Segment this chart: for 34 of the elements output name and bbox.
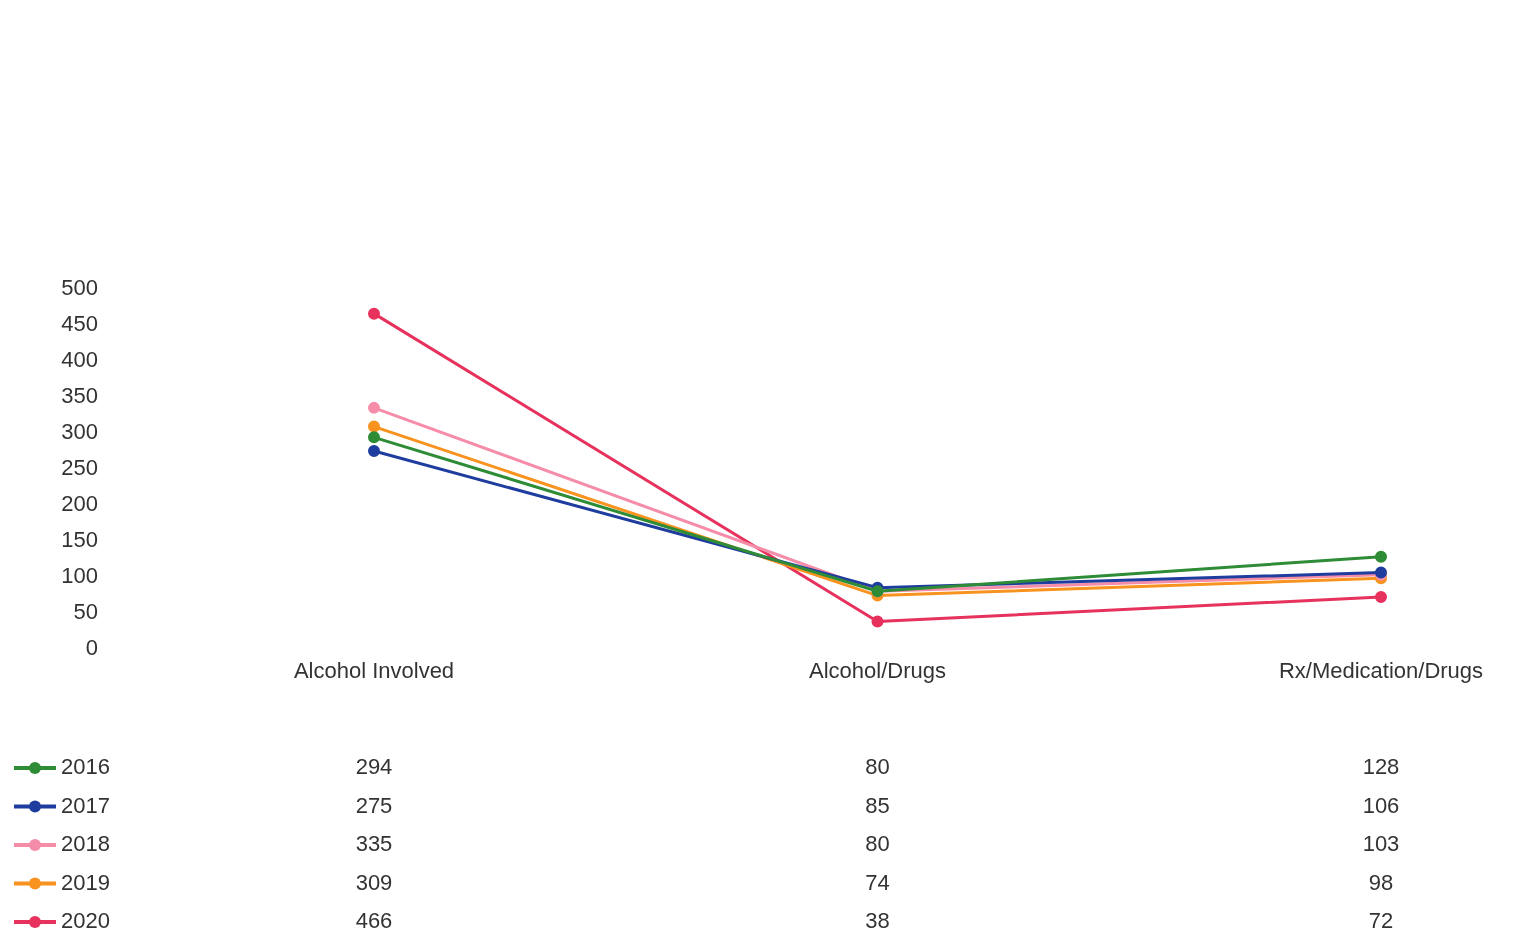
- data-label: 103: [1362, 831, 1400, 857]
- data-label: 309: [355, 869, 393, 895]
- y-tick-label: 400: [61, 347, 98, 373]
- data-label: 85: [865, 792, 890, 818]
- data-label: 72: [1368, 908, 1394, 934]
- data-label: 80: [865, 754, 890, 780]
- legend-label: 2016: [61, 754, 110, 780]
- data-label: 38: [865, 908, 890, 934]
- legend-label: 2020: [61, 908, 110, 934]
- data-label: 466: [355, 908, 393, 934]
- data-label: 335: [355, 831, 393, 857]
- x-tick-label: Alcohol Involved: [293, 658, 455, 684]
- data-label: 98: [1368, 869, 1394, 895]
- data-label: 275: [355, 792, 393, 818]
- y-tick-label: 200: [61, 491, 98, 517]
- legend-label: 2017: [61, 792, 110, 818]
- data-label: 80: [865, 831, 890, 857]
- data-label: 106: [1362, 792, 1400, 818]
- y-tick-label: 500: [61, 275, 98, 301]
- y-tick-label: 250: [61, 455, 98, 481]
- y-tick-label: 350: [61, 383, 98, 409]
- y-tick-label: 50: [73, 598, 98, 624]
- y-tick-label: 450: [61, 311, 98, 337]
- data-label: 128: [1362, 754, 1400, 780]
- y-tick-label: 100: [61, 562, 98, 588]
- y-tick-label: 0: [85, 634, 98, 660]
- legend-label: 2018: [61, 831, 110, 857]
- x-tick-label: Rx/Medication/Drugs: [1278, 658, 1484, 684]
- data-label: 74: [865, 869, 890, 895]
- data-label: 294: [355, 754, 393, 780]
- y-tick-label: 300: [61, 419, 98, 445]
- y-tick-label: 150: [61, 526, 98, 552]
- legend-label: 2019: [61, 869, 110, 895]
- x-tick-label: Alcohol/Drugs: [809, 658, 946, 684]
